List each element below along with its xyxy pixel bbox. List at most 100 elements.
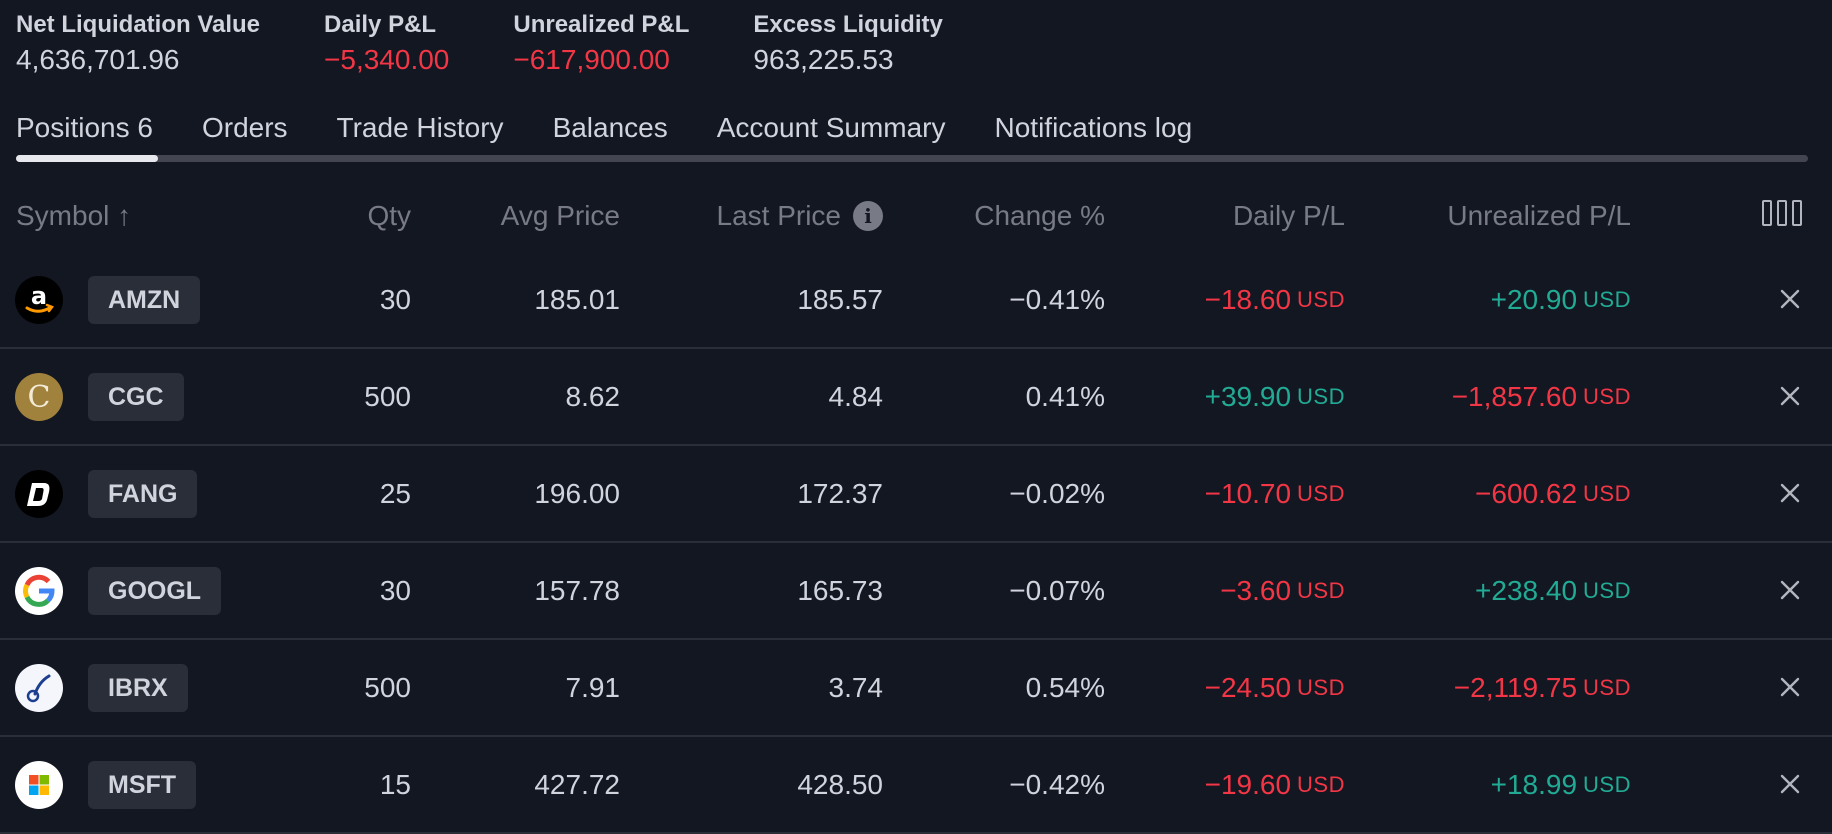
symbol-badge[interactable]: AMZN — [88, 276, 201, 324]
currency-unit: USD — [1583, 674, 1631, 700]
unrealized-pl-value: −600.62 — [1475, 477, 1578, 509]
info-icon[interactable]: i — [853, 201, 883, 231]
qty-cell: 500 — [364, 380, 411, 412]
currency-unit: USD — [1297, 771, 1345, 797]
daily-pl-cell: −24.50 USD — [1205, 640, 1345, 735]
currency-unit: USD — [1297, 286, 1345, 312]
unrealized-pl-value: −1,857.60 — [1451, 380, 1578, 412]
close-position-icon[interactable] — [1772, 475, 1808, 511]
daily-pl-cell: −19.60 USD — [1205, 737, 1345, 832]
close-position-icon[interactable] — [1772, 281, 1808, 317]
unrealized-pl-cell: −600.62 USD — [1475, 446, 1631, 541]
unrealized-pl-cell: −2,119.75 USD — [1454, 640, 1631, 735]
metric-label: Net Liquidation Value — [16, 11, 261, 38]
symbol-badge[interactable]: IBRX — [88, 664, 188, 712]
column-settings-icon[interactable] — [1762, 200, 1802, 226]
qty-cell: 25 — [379, 477, 411, 509]
change-pct-cell: −0.02% — [1009, 477, 1105, 509]
microsoft-logo-icon — [15, 761, 63, 809]
tab-balances[interactable]: Balances — [552, 112, 668, 143]
daily-pl-value: −10.70 — [1204, 477, 1292, 509]
avg-price-cell: 185.01 — [534, 283, 620, 315]
unrealized-pl-value: +20.90 — [1490, 283, 1578, 315]
tab-account-summary[interactable]: Account Summary — [716, 112, 946, 143]
tab-positions[interactable]: Positions 6 — [16, 112, 153, 143]
account-summary-bar: Net Liquidation Value 4,636,701.96 Daily… — [16, 10, 1007, 78]
metric-label: Excess Liquidity — [753, 11, 943, 38]
qty-cell: 30 — [379, 574, 411, 606]
last-price-cell: 3.74 — [828, 671, 884, 703]
change-pct-cell: −0.42% — [1009, 768, 1105, 800]
google-logo-icon — [15, 567, 63, 615]
daily-pl-value: −3.60 — [1220, 574, 1292, 606]
qty-cell: 30 — [379, 283, 411, 315]
column-header-daily-pl[interactable]: Daily P/L — [1232, 200, 1345, 231]
close-position-icon[interactable] — [1772, 572, 1808, 608]
last-price-cell: 4.84 — [828, 380, 884, 412]
symbol-badge[interactable]: MSFT — [88, 761, 197, 809]
currency-unit: USD — [1583, 577, 1631, 603]
last-price-cell: 172.37 — [797, 477, 883, 509]
column-header-avg-price[interactable]: Avg Price — [500, 200, 620, 231]
daily-pl-cell: −3.60 USD — [1220, 543, 1345, 638]
change-pct-cell: 0.54% — [1025, 671, 1105, 703]
table-row[interactable]: a AMZN 30 185.01 185.57 −0.41% −18.60 USD… — [0, 252, 1832, 349]
daily-pl-cell: −18.60 USD — [1205, 252, 1345, 347]
table-row[interactable]: FANG 25 196.00 172.37 −0.02% −10.70 USD −… — [0, 446, 1832, 543]
metric-label: Unrealized P&L — [513, 11, 690, 38]
change-pct-cell: −0.41% — [1009, 283, 1105, 315]
tab-orders[interactable]: Orders — [201, 112, 288, 143]
daily-pl-cell: +39.90 USD — [1205, 349, 1345, 444]
column-header-change-pct[interactable]: Change % — [974, 200, 1105, 231]
avg-price-cell: 196.00 — [534, 477, 620, 509]
column-header-unrealized-pl[interactable]: Unrealized P/L — [1447, 200, 1631, 231]
last-price-cell: 428.50 — [797, 768, 883, 800]
symbol-badge[interactable]: FANG — [88, 470, 198, 518]
unrealized-pl-cell: +238.40 USD — [1475, 543, 1631, 638]
daily-pl-value: −24.50 — [1204, 671, 1292, 703]
column-header-last-price-label: Last Price — [716, 200, 842, 231]
unrealized-pl-value: −2,119.75 — [1453, 671, 1578, 703]
daily-pl-cell: −10.70 USD — [1205, 446, 1345, 541]
currency-unit: USD — [1583, 771, 1631, 797]
change-pct-cell: −0.07% — [1009, 574, 1105, 606]
close-position-icon[interactable] — [1772, 378, 1808, 414]
daily-pl-value: −18.60 — [1204, 283, 1292, 315]
symbol-badge[interactable]: GOOGL — [88, 567, 222, 615]
unrealized-pl-cell: +20.90 USD — [1491, 252, 1631, 347]
symbol-badge[interactable]: CGC — [88, 373, 184, 421]
currency-unit: USD — [1583, 383, 1631, 409]
last-price-cell: 165.73 — [797, 574, 883, 606]
tab-trade-history[interactable]: Trade History — [336, 112, 504, 143]
table-row[interactable]: GOOGL 30 157.78 165.73 −0.07% −3.60 USD +… — [0, 543, 1832, 640]
tab-track — [16, 155, 1808, 162]
amazon-logo-icon: a — [15, 276, 63, 324]
metric-unrealized-pnl: Unrealized P&L −617,900.00 — [513, 10, 689, 78]
table-row[interactable]: IBRX 500 7.91 3.74 0.54% −24.50 USD −2,11… — [0, 640, 1832, 737]
metric-value: −5,340.00 — [324, 44, 450, 75]
avg-price-cell: 7.91 — [565, 671, 621, 703]
column-header-symbol[interactable]: Symbol ↑ — [16, 200, 132, 231]
tab-notifications-log[interactable]: Notifications log — [994, 112, 1193, 143]
currency-unit: USD — [1583, 480, 1631, 506]
table-row[interactable]: MSFT 15 427.72 428.50 −0.42% −19.60 USD +… — [0, 737, 1832, 834]
avg-price-cell: 8.62 — [565, 380, 621, 412]
avg-price-cell: 427.72 — [534, 768, 620, 800]
svg-text:C: C — [28, 380, 51, 415]
metric-label: Daily P&L — [324, 11, 437, 38]
table-header: Symbol ↑ Qty Avg Price Last Price i Chan… — [0, 176, 1832, 252]
close-position-icon[interactable] — [1772, 766, 1808, 802]
column-header-last-price[interactable]: Last Price i — [716, 198, 883, 234]
currency-unit: USD — [1297, 674, 1345, 700]
close-position-icon[interactable] — [1772, 669, 1808, 705]
metric-net-liquidation: Net Liquidation Value 4,636,701.96 — [16, 10, 260, 78]
canopy-logo-icon: C — [15, 373, 63, 421]
unrealized-pl-cell: +18.99 USD — [1491, 737, 1631, 832]
column-header-qty[interactable]: Qty — [367, 200, 411, 231]
avg-price-cell: 157.78 — [534, 574, 620, 606]
tab-bar: Positions 6 Orders Trade History Balance… — [16, 104, 1241, 152]
unrealized-pl-cell: −1,857.60 USD — [1452, 349, 1631, 444]
unrealized-pl-value: +18.99 — [1490, 768, 1578, 800]
last-price-cell: 185.57 — [797, 283, 883, 315]
table-row[interactable]: C CGC 500 8.62 4.84 0.41% +39.90 USD −1,8… — [0, 349, 1832, 446]
